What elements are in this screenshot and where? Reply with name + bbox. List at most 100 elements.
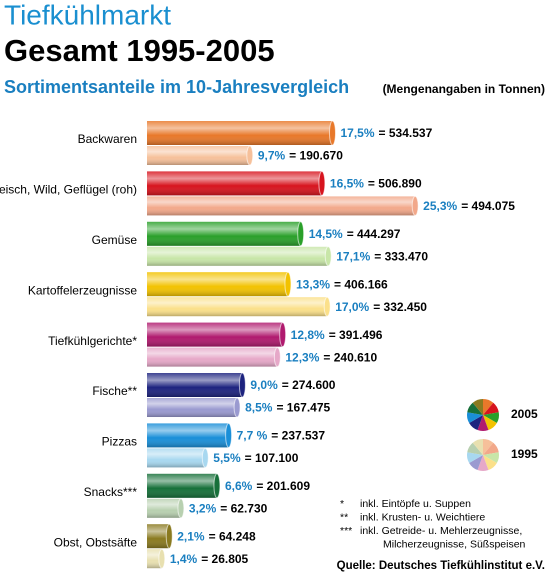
- legend-pie-slice: [483, 455, 497, 471]
- bar-cap: [329, 120, 336, 146]
- value-label: 5,5%: [213, 451, 241, 465]
- tonnes-label: = 240.610: [323, 350, 377, 364]
- value-label: 17,5%: [341, 126, 375, 140]
- value-label: 1,4%: [170, 552, 198, 566]
- category-label: Tiefkühlgerichte*: [48, 334, 137, 348]
- category-label: Gemüse: [92, 233, 138, 247]
- tonnes-label: = 167.475: [276, 401, 330, 415]
- category-label: Backwaren: [78, 132, 137, 146]
- source: Quelle: Deutsches Tiefkühlinstitut e.V.: [337, 560, 545, 572]
- legend-pie-slice: [469, 455, 483, 471]
- bar-shine: [147, 373, 243, 397]
- category-label: Fische**: [92, 384, 137, 398]
- bar-cap: [165, 523, 173, 549]
- note-mark: ***: [340, 525, 352, 537]
- tonnes-label: = 506.890: [368, 177, 422, 191]
- legend-pie-slice: [483, 399, 494, 415]
- legend-pie-slice: [472, 439, 483, 455]
- bar-shine: [147, 297, 328, 317]
- bar-shine: [147, 121, 333, 145]
- value-label: 9,0%: [250, 378, 278, 392]
- tonnes-label: = 190.670: [289, 149, 343, 163]
- legend-pie-slice: [472, 399, 483, 415]
- value-label: 12,8%: [291, 328, 325, 342]
- value-label: 25,3%: [423, 199, 457, 213]
- bar-cap: [318, 170, 326, 196]
- value-label: 14,5%: [309, 227, 343, 241]
- bar-shine: [147, 549, 162, 569]
- tonnes-label: = 201.609: [256, 479, 310, 493]
- bar-cap: [323, 296, 331, 317]
- bar-shine: [147, 272, 288, 297]
- legend-label: 2005: [511, 407, 538, 421]
- bar-cap: [238, 372, 246, 398]
- unit-note: (Mengenangaben in Tonnen): [383, 82, 545, 96]
- bar-shine: [147, 524, 170, 549]
- bar-shine: [147, 171, 322, 196]
- bar-shine: [147, 423, 229, 448]
- tonnes-label: = 333.470: [374, 249, 428, 263]
- tonnes-label: = 107.100: [245, 451, 299, 465]
- tonnes-label: = 26.805: [201, 552, 248, 566]
- bar-shine: [147, 322, 283, 347]
- bar-cap: [201, 447, 209, 468]
- value-label: 9,7%: [258, 149, 286, 163]
- tonnes-label: = 534.537: [379, 126, 433, 140]
- bar-cap: [233, 397, 241, 418]
- value-label: 7,7 %: [237, 429, 268, 443]
- bar-cap: [297, 221, 305, 247]
- bar-cap: [411, 195, 419, 216]
- tonnes-label: = 274.600: [282, 378, 336, 392]
- legend-pie-slice: [483, 439, 494, 455]
- legend-pie-slice: [467, 402, 483, 415]
- legend-pie-slice: [483, 402, 499, 415]
- category-label: Fleisch, Wild, Geflügel (roh): [0, 183, 137, 197]
- bar-cap: [284, 271, 292, 297]
- value-label: 17,0%: [335, 300, 369, 314]
- value-label: 16,5%: [330, 177, 364, 191]
- value-label: 8,5%: [245, 401, 273, 415]
- category-label: Pizzas: [102, 435, 137, 449]
- tonnes-label: = 494.075: [461, 199, 515, 213]
- bar-shine: [147, 146, 250, 165]
- note-mark: **: [340, 511, 348, 523]
- legend-pie-slice: [483, 415, 497, 431]
- tonnes-label: = 237.537: [271, 429, 325, 443]
- note-text: inkl. Eintöpfe u. Suppen: [360, 498, 471, 510]
- bar-shine: [147, 347, 278, 367]
- bar-cap: [273, 347, 281, 368]
- legend-label: 1995: [511, 447, 538, 461]
- bar-shine: [147, 196, 416, 216]
- value-label: 12,3%: [285, 350, 319, 364]
- tonnes-label: = 391.496: [329, 328, 383, 342]
- bar-shine: [147, 221, 301, 246]
- tonnes-label: = 62.730: [220, 501, 267, 515]
- legend-pie-slice: [483, 412, 499, 423]
- category-label: Snacks***: [84, 485, 138, 499]
- value-label: 6,6%: [225, 479, 253, 493]
- bar-shine: [147, 448, 206, 468]
- value-label: 13,3%: [296, 277, 330, 291]
- chart-title: Tiefkühlmarkt: [4, 0, 171, 30]
- legend-pie-slice: [483, 442, 499, 455]
- note-mark: *: [340, 498, 344, 510]
- note-text: inkl. Krusten- u. Weichtiere: [360, 511, 485, 523]
- bar-cap: [158, 548, 166, 569]
- bar-cap: [246, 145, 254, 166]
- category-label: Obst, Obstsäfte: [54, 535, 138, 549]
- note-text: inkl. Getreide- u. Mehlerzeugnisse,: [360, 525, 522, 537]
- value-label: 3,2%: [189, 501, 217, 515]
- tonnes-label: = 444.297: [347, 227, 401, 241]
- bar-cap: [324, 246, 332, 267]
- bar-cap: [177, 498, 185, 519]
- tonnes-label: = 332.450: [373, 300, 427, 314]
- bar-shine: [147, 246, 329, 266]
- value-label: 17,1%: [336, 249, 370, 263]
- tonnes-label: = 64.248: [209, 529, 256, 543]
- legend-pie-slice: [467, 412, 483, 423]
- chart-heading: Sortimentsanteile im 10-Jahresvergleich: [4, 77, 349, 97]
- bar-cap: [213, 473, 221, 499]
- note-text: Milcherzeugnisse, Süßspeisen: [383, 538, 526, 550]
- chart-subtitle: Gesamt 1995-2005: [4, 33, 275, 68]
